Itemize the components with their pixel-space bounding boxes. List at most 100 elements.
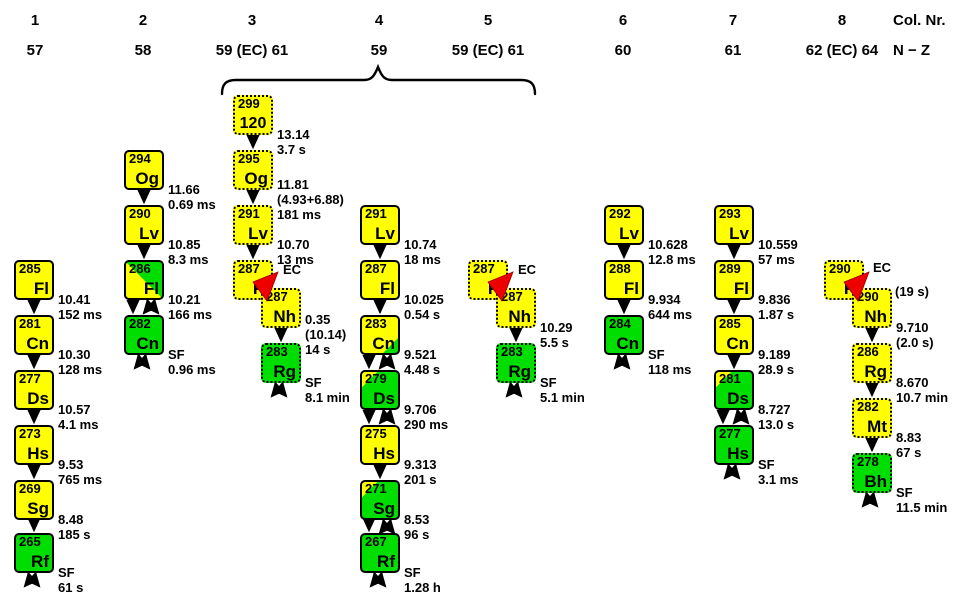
isotope-box-287-Nh: 287 Nh	[261, 288, 301, 328]
decay-label: 9.710 (2.0 s)	[896, 320, 934, 350]
element-symbol: Bh	[864, 472, 887, 491]
isotope-box-283-Rg: 283 Rg	[261, 343, 301, 383]
mass-number: 277	[19, 371, 41, 386]
mass-number: 265	[19, 534, 41, 549]
isotope-box-295-Og: 295 Og	[233, 150, 273, 190]
element-symbol: Cn	[26, 334, 49, 353]
decay-label: 10.70 13 ms	[277, 237, 314, 267]
isotope-box-294-Og: 294 Og	[124, 150, 164, 190]
isotope-box-282-Mt: 282 Mt	[852, 398, 892, 438]
sf-decay-arrow	[381, 354, 396, 370]
mass-number: 289	[719, 261, 741, 276]
sf-decay-arrow	[23, 572, 38, 588]
isotope-box-287-Fl: 287 Fl	[360, 260, 400, 300]
mass-number: 277	[719, 426, 741, 441]
column-number-header: 6	[618, 12, 628, 29]
column-number-header: 4	[374, 12, 384, 29]
isotope-box-291-Lv: 291 Lv	[233, 205, 273, 245]
column-nz-header: 61	[724, 42, 742, 59]
sf-decay-arrow	[864, 492, 879, 508]
decay-label: 10.74 18 ms	[404, 237, 441, 267]
sf-decay-arrow	[726, 464, 741, 480]
element-symbol: Fl	[623, 279, 639, 298]
mass-number: 293	[719, 206, 741, 221]
isotope-box-290-Lv: 290 Lv	[124, 205, 164, 245]
sf-decay-arrow	[273, 382, 288, 398]
element-symbol: Lv	[139, 224, 159, 243]
mass-number: 287	[238, 261, 260, 276]
decay-label: 10.41 152 ms	[58, 292, 103, 322]
element-symbol: Rf	[377, 552, 395, 571]
decay-label: 10.025 0.54 s	[404, 292, 444, 322]
mass-number: 295	[238, 151, 260, 166]
sf-decay-arrow	[369, 572, 384, 588]
element-symbol: Rg	[864, 362, 887, 381]
element-symbol: Nh	[273, 307, 296, 326]
isotope-box-269-Sg: 269 Sg	[14, 480, 54, 520]
sf-decay-arrow	[270, 382, 285, 398]
mass-number: 290	[829, 261, 851, 276]
element-symbol: Lv	[375, 224, 395, 243]
mass-number: 287	[501, 289, 523, 304]
isotope-box-290-Nh: 290 Nh	[852, 288, 892, 328]
col-nr-header-label: Col. Nr.	[893, 12, 946, 29]
sf-decay-arrow	[378, 409, 393, 425]
column-nz-header: 57	[26, 42, 44, 59]
ec-label: (19 s)	[895, 284, 929, 299]
decay-label: SF 5.1 min	[540, 375, 585, 405]
isotope-box-279-Ds: 279 Ds	[360, 370, 400, 410]
mass-number: 292	[609, 206, 631, 221]
column-number-header: 8	[837, 12, 847, 29]
sf-decay-arrow	[26, 572, 41, 588]
mass-number: 290	[129, 206, 151, 221]
decay-label: 11.66 0.69 ms	[168, 182, 216, 212]
element-symbol: Mt	[867, 417, 887, 436]
mass-number: 286	[857, 344, 879, 359]
element-symbol: Fl	[143, 279, 159, 298]
decay-label: 8.727 13.0 s	[758, 402, 795, 432]
isotope-box-265-Rf: 265 Rf	[14, 533, 54, 573]
mass-number: 269	[19, 481, 41, 496]
isotope-box-299-120: 299 120	[233, 95, 273, 135]
sf-decay-arrow	[133, 354, 148, 370]
sf-decay-arrow	[508, 382, 523, 398]
decay-label: 10.29 5.5 s	[540, 320, 573, 350]
isotope-box-286-Rg: 286 Rg	[852, 343, 892, 383]
element-symbol: Cn	[616, 334, 639, 353]
mass-number: 283	[365, 316, 387, 331]
element-symbol: Cn	[136, 334, 159, 353]
element-symbol: Og	[135, 169, 159, 188]
element-symbol: Rg	[273, 362, 296, 381]
decay-label: 8.48 185 s	[58, 512, 91, 542]
column-nz-header: 58	[134, 42, 152, 59]
isotope-box-285-Fl: 285 Fl	[14, 260, 54, 300]
decay-label: 8.53 96 s	[404, 512, 430, 542]
column-nz-header: 59 (EC) 61	[451, 42, 525, 59]
decay-label: SF 118 ms	[648, 347, 692, 377]
element-symbol: Fl	[733, 279, 749, 298]
mass-number: 285	[19, 261, 41, 276]
sf-decay-arrow	[861, 492, 876, 508]
mass-number: 282	[129, 316, 151, 331]
mass-number: 283	[501, 344, 523, 359]
mass-number: 287	[473, 261, 495, 276]
decay-label: 9.836 1.87 s	[758, 292, 795, 322]
sf-decay-arrow	[378, 354, 393, 370]
element-symbol: Sg	[27, 499, 49, 518]
element-symbol: Nh	[864, 307, 887, 326]
decay-label: SF 11.5 min	[896, 485, 948, 515]
mass-number: 299	[238, 96, 260, 111]
isotope-box-281-Ds: 281 Ds	[714, 370, 754, 410]
decay-label: 11.81 (4.93+6.88) 181 ms	[277, 177, 344, 222]
element-symbol: Sg	[373, 499, 395, 518]
mass-number: 286	[129, 261, 151, 276]
decay-label: 9.313 201 s	[404, 457, 437, 487]
mass-number: 291	[365, 206, 387, 221]
mass-number: 287	[365, 261, 387, 276]
isotope-box-273-Hs: 273 Hs	[14, 425, 54, 465]
column-nz-header: 59	[370, 42, 388, 59]
decay-label: 0.35 (10.14) 14 s	[305, 312, 347, 357]
sf-decay-arrow	[372, 572, 387, 588]
mass-number: 271	[365, 481, 387, 496]
